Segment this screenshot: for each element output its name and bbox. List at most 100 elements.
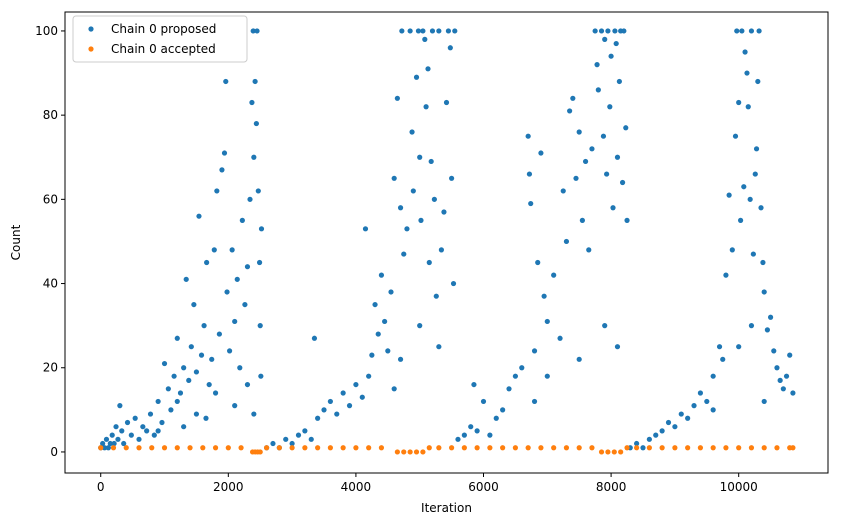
proposed-point <box>544 318 550 325</box>
x-tick-label: 8000 <box>596 480 627 494</box>
accepted-point <box>563 445 570 451</box>
proposed-point <box>704 398 710 405</box>
y-tick-label: 40 <box>43 277 58 291</box>
proposed-point <box>232 403 238 409</box>
accepted-point <box>340 445 346 451</box>
proposed-point <box>614 154 621 160</box>
proposed-point <box>209 356 215 362</box>
proposed-point <box>433 293 439 299</box>
accepted-point <box>200 445 206 451</box>
proposed-point <box>155 428 161 434</box>
legend-label-accepted: Chain 0 accepted <box>111 42 216 56</box>
proposed-point <box>538 150 544 156</box>
accepted-point <box>263 445 270 451</box>
proposed-point <box>346 403 353 409</box>
accepted-point <box>672 445 678 451</box>
proposed-point <box>159 419 165 426</box>
proposed-point <box>391 386 397 392</box>
proposed-point <box>359 394 365 400</box>
proposed-point <box>171 373 177 379</box>
proposed-point <box>270 440 276 447</box>
proposed-point <box>407 28 413 34</box>
y-tick-label: 60 <box>43 192 58 206</box>
proposed-point <box>251 154 257 160</box>
proposed-point <box>212 390 219 396</box>
proposed-point <box>729 247 735 253</box>
proposed-point <box>399 28 405 34</box>
proposed-point <box>506 386 512 392</box>
proposed-point <box>567 108 573 114</box>
proposed-point <box>576 356 582 362</box>
proposed-point <box>736 99 742 106</box>
proposed-point <box>418 217 424 223</box>
proposed-point <box>242 301 248 308</box>
proposed-point <box>117 403 123 409</box>
proposed-point <box>362 226 369 232</box>
proposed-point <box>653 432 659 438</box>
proposed-point <box>586 247 592 253</box>
proposed-point <box>640 445 646 451</box>
proposed-point <box>579 217 585 223</box>
proposed-point <box>132 415 138 421</box>
proposed-point <box>111 440 117 447</box>
proposed-point <box>783 373 790 379</box>
proposed-point <box>382 318 388 325</box>
proposed-point <box>121 440 127 447</box>
proposed-point <box>780 386 786 392</box>
accepted-point <box>697 445 704 451</box>
proposed-point <box>570 95 576 101</box>
proposed-point <box>480 398 487 405</box>
proposed-point <box>385 348 391 354</box>
proposed-point <box>697 390 704 396</box>
proposed-point <box>760 259 766 266</box>
proposed-point <box>787 352 793 358</box>
proposed-point <box>761 289 767 295</box>
proposed-point <box>295 432 302 438</box>
proposed-point <box>678 411 684 417</box>
proposed-point <box>420 28 426 34</box>
proposed-point <box>423 104 429 110</box>
proposed-point <box>441 209 447 215</box>
proposed-point <box>753 146 760 152</box>
x-tick-label: 0 <box>97 480 105 494</box>
proposed-point <box>388 289 394 295</box>
proposed-point <box>461 432 467 438</box>
accepted-point <box>611 449 617 455</box>
y-tick-label: 20 <box>43 361 58 375</box>
proposed-point <box>397 356 404 362</box>
accepted-point <box>487 445 493 451</box>
proposed-point <box>428 158 434 165</box>
proposed-point <box>258 226 265 232</box>
proposed-point <box>255 188 261 194</box>
proposed-point <box>741 184 747 190</box>
proposed-point <box>229 247 235 253</box>
proposed-point <box>155 398 161 405</box>
proposed-point <box>744 70 750 76</box>
accepted-point <box>161 445 168 451</box>
proposed-point <box>181 365 187 371</box>
proposed-point <box>736 344 742 350</box>
plot-area-frame <box>64 11 829 474</box>
proposed-point <box>206 381 212 388</box>
accepted-point <box>723 445 729 451</box>
proposed-point <box>560 188 566 194</box>
accepted-point <box>225 445 231 451</box>
accepted-point <box>624 445 630 451</box>
legend-marker-proposed <box>88 26 94 32</box>
proposed-point <box>598 28 605 34</box>
proposed-point <box>168 407 174 413</box>
proposed-point <box>191 301 197 308</box>
proposed-point <box>589 146 595 152</box>
proposed-point <box>557 335 563 341</box>
proposed-point <box>747 196 753 202</box>
proposed-point <box>573 175 579 181</box>
proposed-point <box>232 318 238 325</box>
accepted-point <box>710 445 716 451</box>
proposed-point <box>283 436 289 442</box>
proposed-point <box>720 356 726 362</box>
proposed-point <box>429 28 436 34</box>
proposed-point <box>140 424 146 430</box>
proposed-point <box>249 99 255 106</box>
proposed-point <box>422 36 428 42</box>
proposed-point <box>254 28 260 34</box>
